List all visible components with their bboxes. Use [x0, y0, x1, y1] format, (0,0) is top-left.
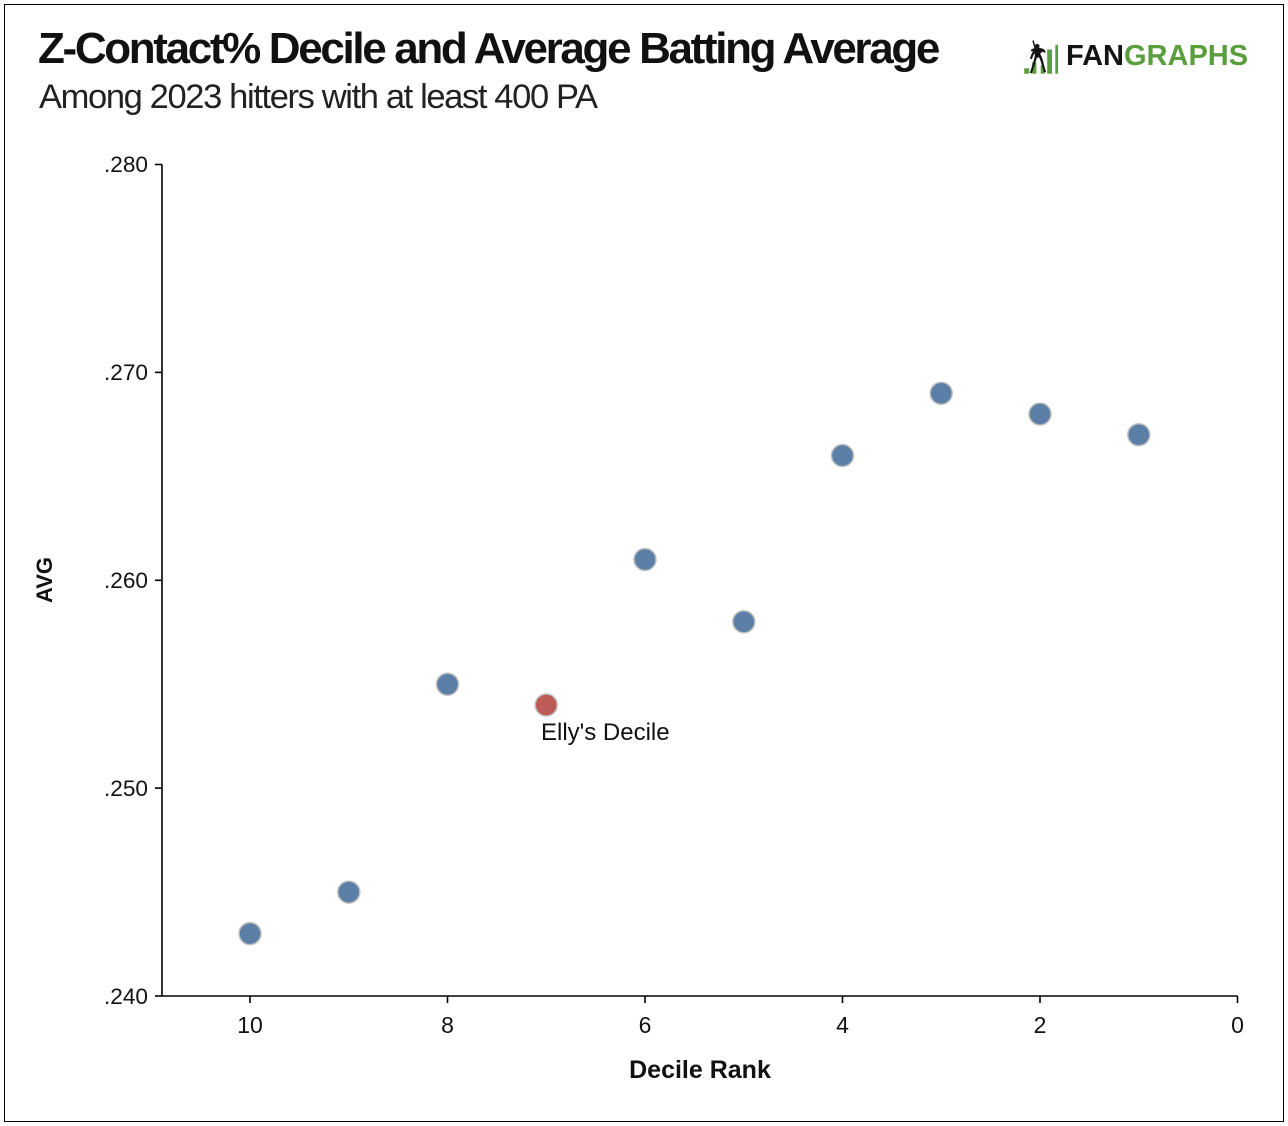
svg-text:2: 2	[1034, 1012, 1047, 1038]
svg-text:10: 10	[237, 1012, 263, 1038]
svg-text:.240: .240	[104, 984, 148, 1009]
svg-text:.270: .270	[104, 360, 148, 385]
svg-text:AVG: AVG	[32, 557, 57, 603]
svg-text:.250: .250	[104, 776, 148, 801]
svg-text:Elly's Decile: Elly's Decile	[541, 719, 670, 746]
svg-text:FANGRAPHS: FANGRAPHS	[1066, 40, 1248, 72]
svg-text:.280: .280	[104, 152, 148, 177]
svg-text:.260: .260	[104, 568, 148, 593]
svg-text:8: 8	[441, 1012, 454, 1038]
svg-text:6: 6	[639, 1012, 652, 1038]
svg-text:Decile Rank: Decile Rank	[629, 1056, 771, 1084]
svg-text:0: 0	[1231, 1012, 1244, 1038]
svg-text:4: 4	[836, 1012, 849, 1038]
